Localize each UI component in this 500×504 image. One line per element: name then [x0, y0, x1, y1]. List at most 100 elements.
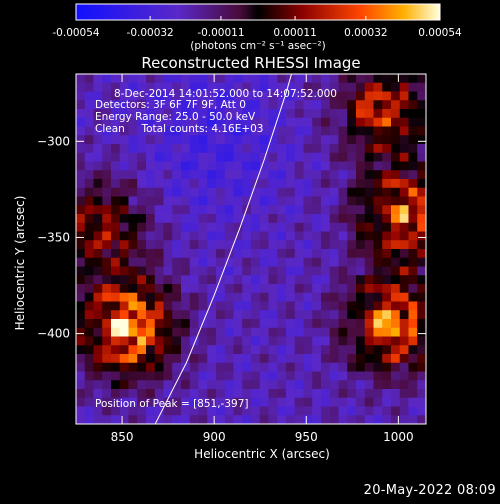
heatmap-cell — [154, 345, 164, 355]
heatmap-cell — [286, 397, 296, 407]
heatmap-cell — [189, 284, 199, 294]
heatmap-cell — [373, 214, 383, 224]
heatmap-cell — [312, 161, 322, 171]
heatmap-cell — [277, 319, 287, 329]
heatmap-cell — [391, 319, 401, 329]
heatmap-cell — [417, 292, 426, 302]
heatmap-cell — [391, 82, 401, 92]
heatmap-cell — [198, 397, 208, 407]
heatmap-cell — [233, 275, 243, 285]
heatmap-cell — [154, 275, 164, 285]
heatmap-cell — [399, 144, 409, 154]
heatmap-cell — [102, 109, 112, 119]
heatmap-cell — [268, 205, 278, 215]
heatmap-cell — [417, 380, 426, 390]
heatmap-cell — [329, 187, 339, 197]
heatmap-cell — [259, 389, 269, 399]
heatmap-cell — [216, 336, 226, 346]
heatmap-cell — [84, 310, 94, 320]
heatmap-cell — [102, 327, 112, 337]
heatmap-cell — [321, 205, 331, 215]
heatmap-cell — [128, 91, 138, 101]
heatmap-cell — [347, 196, 357, 206]
heatmap-cell — [373, 231, 383, 241]
heatmap-cell — [207, 196, 217, 206]
heatmap-cell — [242, 257, 252, 267]
heatmap-cell — [364, 187, 374, 197]
heatmap-cell — [364, 310, 374, 320]
y-tick-label: −350 — [37, 230, 70, 244]
heatmap-cell — [84, 205, 94, 215]
heatmap-cell — [181, 179, 191, 189]
heatmap-cell — [382, 231, 392, 241]
heatmap-cell — [154, 222, 164, 232]
heatmap-cell — [93, 319, 103, 329]
heatmap-cell — [233, 74, 243, 84]
heatmap-cell — [84, 170, 94, 180]
heatmap-cell — [224, 292, 234, 302]
heatmap-cell — [417, 249, 426, 259]
heatmap-cell — [294, 214, 304, 224]
heatmap-cell — [163, 354, 173, 364]
heatmap-cell — [259, 310, 269, 320]
heatmap-cell — [286, 284, 296, 294]
heatmap-cell — [417, 406, 426, 416]
heatmap-cell — [128, 222, 138, 232]
heatmap-cell — [102, 161, 112, 171]
heatmap-cell — [207, 371, 217, 381]
heatmap-cell — [417, 152, 426, 162]
heatmap-cell — [294, 152, 304, 162]
heatmap-cell — [224, 397, 234, 407]
heatmap-cell — [303, 126, 313, 136]
heatmap-cell — [198, 292, 208, 302]
heatmap-cell — [347, 117, 357, 127]
heatmap-cell — [312, 362, 322, 372]
heatmap-cell — [233, 362, 243, 372]
heatmap-cell — [146, 249, 156, 259]
heatmap-cell — [391, 91, 401, 101]
heatmap-cell — [329, 327, 339, 337]
heatmap-cell — [146, 371, 156, 381]
heatmap-cell — [233, 284, 243, 294]
heatmap-cell — [224, 380, 234, 390]
heatmap-cell — [84, 319, 94, 329]
heatmap-cell — [84, 240, 94, 250]
heatmap-cell — [294, 179, 304, 189]
heatmap-cell — [417, 354, 426, 364]
heatmap-cell — [163, 152, 173, 162]
heatmap-cell — [137, 91, 147, 101]
heatmap-cell — [259, 100, 269, 110]
heatmap-cell — [364, 371, 374, 381]
heatmap-cell — [189, 257, 199, 267]
heatmap-cell — [268, 187, 278, 197]
heatmap-cell — [84, 345, 94, 355]
heatmap-cell — [216, 196, 226, 206]
heatmap-cell — [268, 380, 278, 390]
heatmap-cell — [347, 161, 357, 171]
heatmap-cells — [76, 74, 426, 424]
heatmap-cell — [408, 371, 418, 381]
heatmap-cell — [137, 389, 147, 399]
heatmap-cell — [216, 91, 226, 101]
heatmap-cell — [233, 240, 243, 250]
heatmap-cell — [84, 362, 94, 372]
heatmap-cell — [382, 345, 392, 355]
heatmap-cell — [207, 205, 217, 215]
heatmap-cell — [233, 109, 243, 119]
heatmap-cell — [329, 397, 339, 407]
heatmap-cell — [146, 117, 156, 127]
heatmap-cell — [189, 109, 199, 119]
heatmap-cell — [163, 310, 173, 320]
heatmap-cell — [242, 397, 252, 407]
heatmap-cell — [356, 284, 366, 294]
heatmap-cell — [356, 126, 366, 136]
heatmap-cell — [137, 327, 147, 337]
heatmap-cell — [111, 196, 121, 206]
heatmap-cell — [356, 205, 366, 215]
heatmap-cell — [321, 380, 331, 390]
heatmap-cell — [286, 406, 296, 416]
heatmap-cell — [181, 336, 191, 346]
heatmap-cell — [233, 406, 243, 416]
heatmap-cell — [259, 161, 269, 171]
heatmap-cell — [128, 126, 138, 136]
